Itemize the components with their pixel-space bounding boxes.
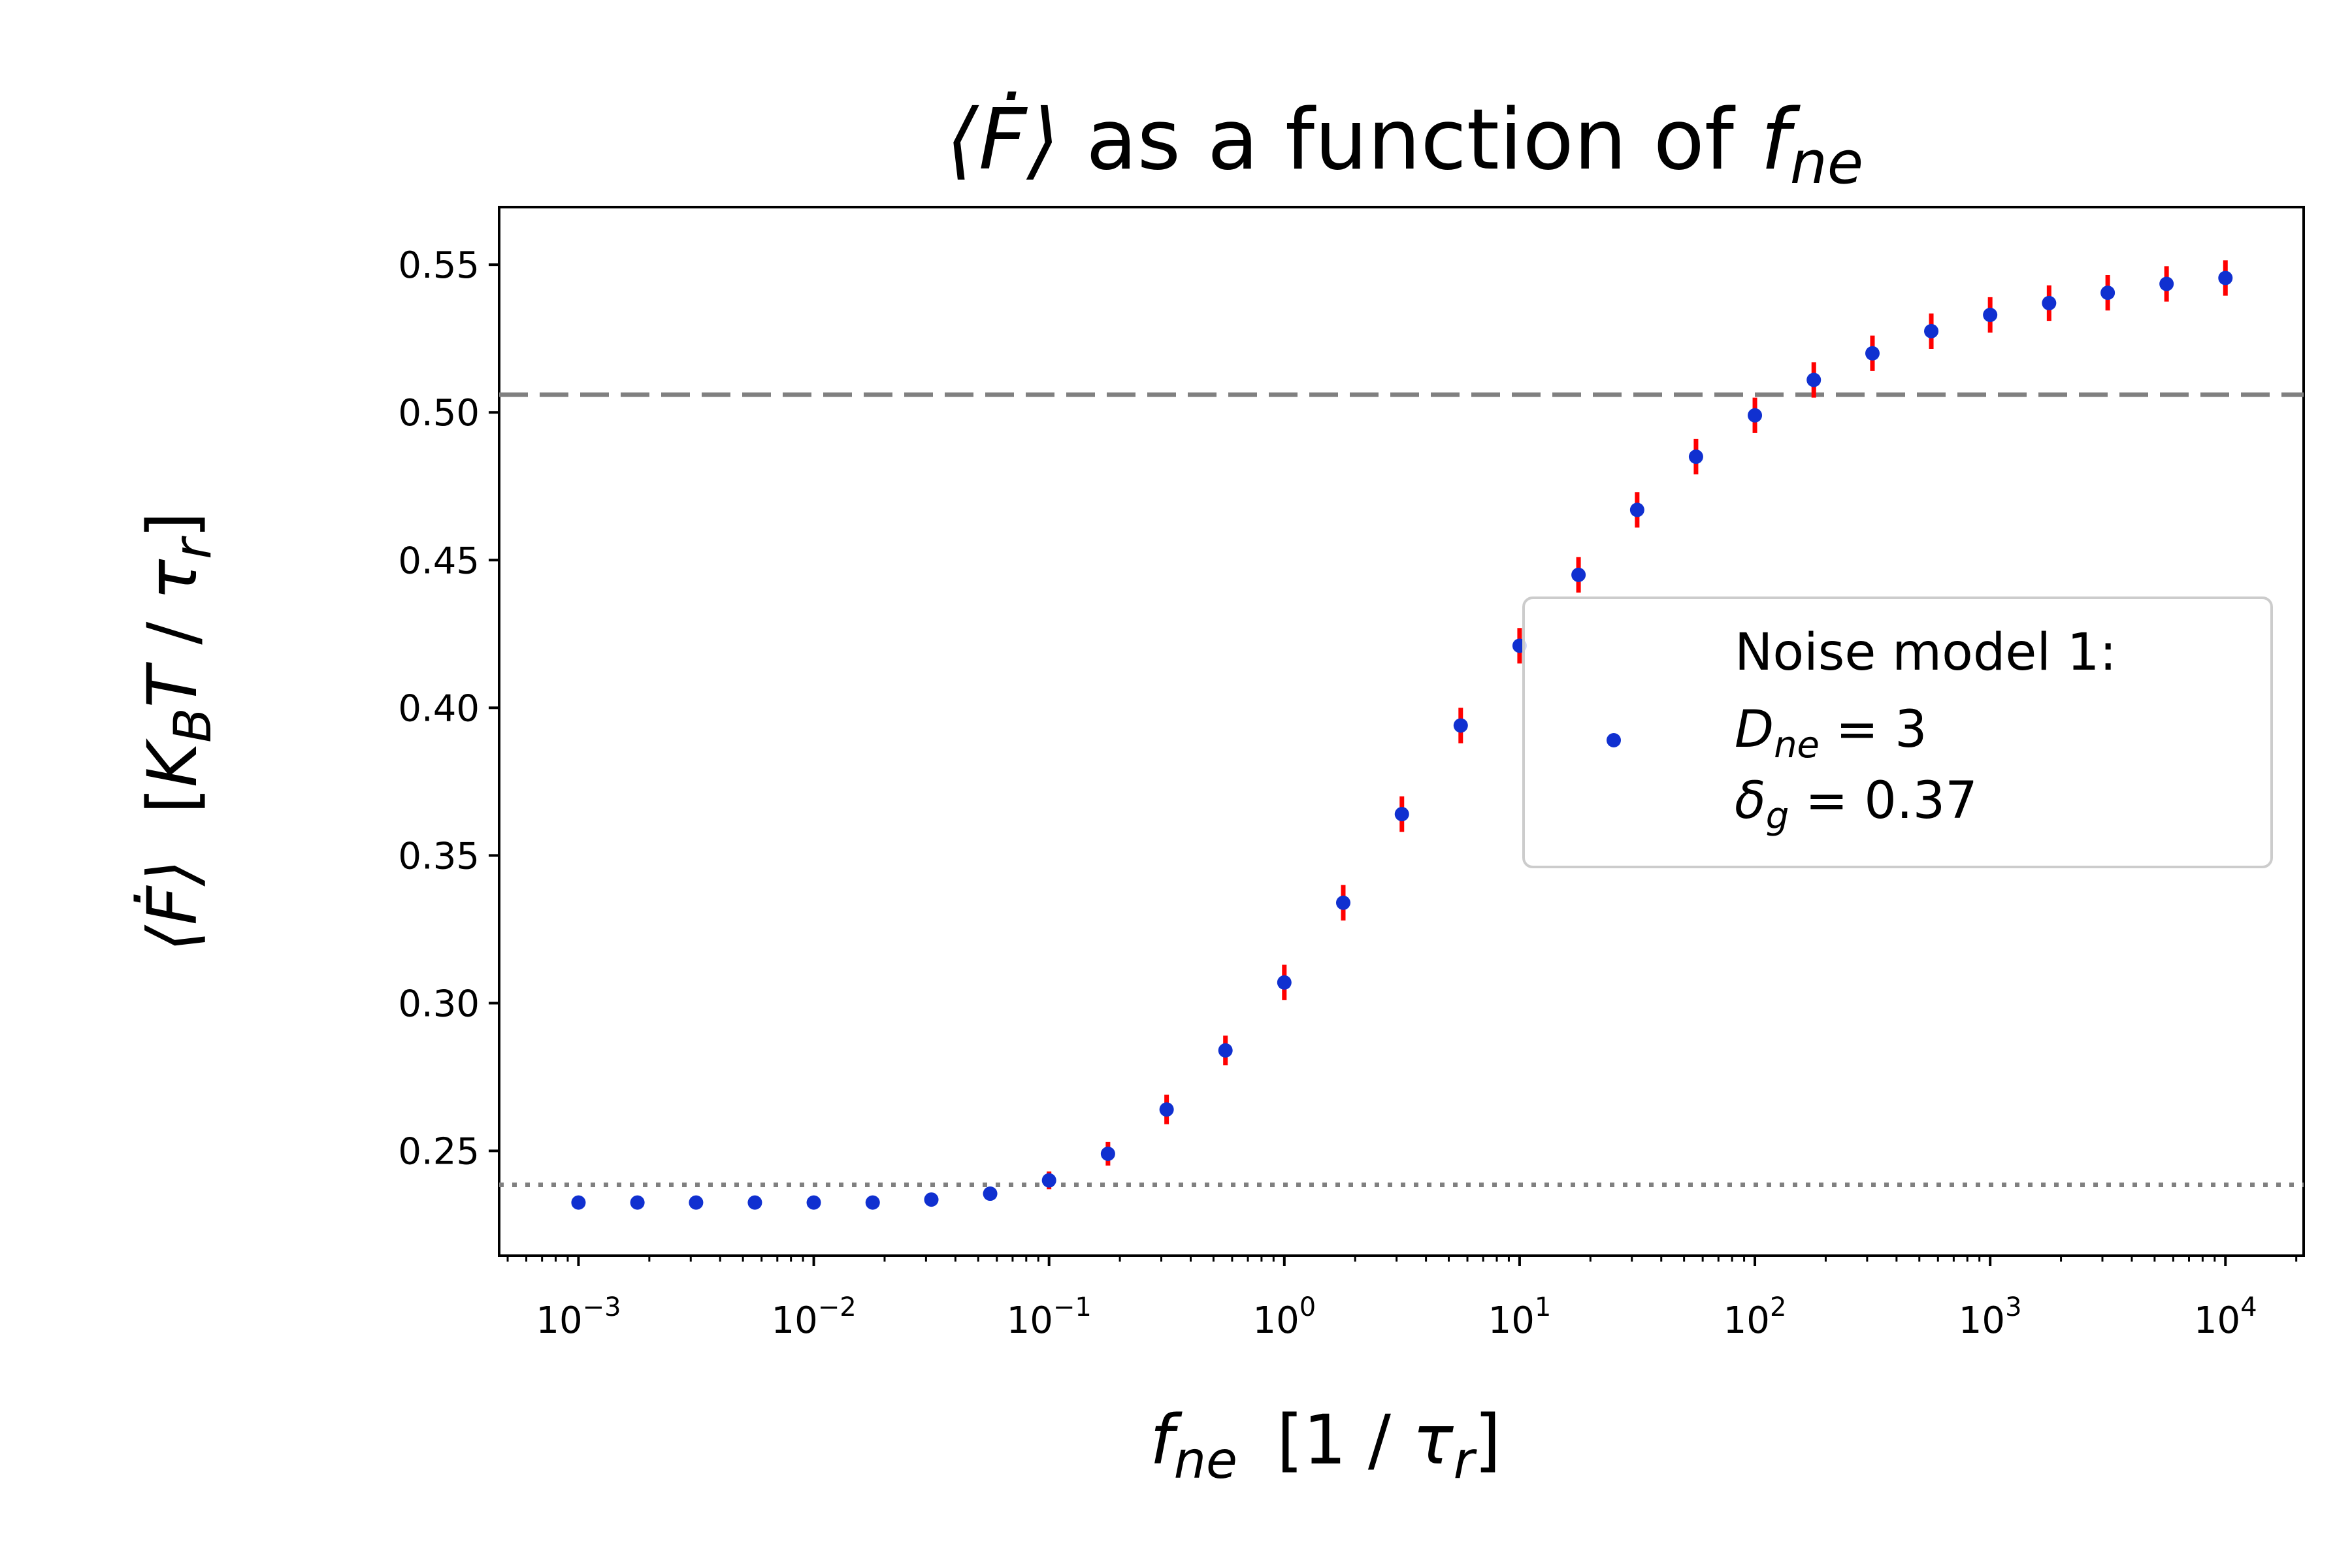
x-tick-label: 100 [1252, 1292, 1316, 1342]
y-tick-label: 0.55 [398, 244, 480, 287]
x-tick-label: 102 [1723, 1292, 1787, 1342]
legend-line-1: Noise model 1: [1735, 623, 2117, 682]
x-tick-label: 10−2 [771, 1292, 856, 1342]
data-point [1865, 346, 1880, 361]
y-tick-label: 0.50 [398, 392, 480, 434]
legend: Noise model 1: Dne = 3 δg = 0.37 [1522, 596, 2273, 868]
data-point [806, 1195, 821, 1210]
y-tick-label: 0.40 [398, 687, 480, 730]
data-point [1748, 408, 1763, 423]
y-axis-ticks: 0.25 0.30 0.35 0.40 0.45 0.50 0.55 [398, 244, 499, 1173]
y-tick-label: 0.35 [398, 835, 480, 877]
x-tick-label: 103 [1959, 1292, 2022, 1342]
data-point [924, 1192, 939, 1207]
x-tick-label: 10−3 [536, 1292, 621, 1342]
x-tick-label: 10−1 [1007, 1292, 1092, 1342]
title-mid: as a function of [1086, 91, 1736, 189]
x-axis-label: fne [1 / τr] [1150, 1400, 1501, 1490]
data-point [1041, 1173, 1056, 1188]
data-point [2218, 270, 2233, 286]
data-point [747, 1195, 762, 1210]
legend-line-2: Dne = 3 [1735, 700, 1927, 766]
data-point [1983, 308, 1998, 323]
data-point [1629, 502, 1644, 517]
plot-area [498, 206, 2305, 1257]
title-lhs: ⟨Ḟ⟩ [946, 91, 1060, 189]
legend-marker [1607, 733, 1621, 747]
legend-line-3: δg = 0.37 [1735, 772, 1978, 838]
data-point [1394, 807, 1409, 822]
x-axis-ticks: 10−3 10−2 10−1 100 101 102 103 104 [506, 1256, 2298, 1342]
title-subscript: ne [1790, 129, 1863, 197]
data-point [2042, 295, 2057, 310]
data-point [1159, 1102, 1174, 1117]
data-point [630, 1195, 645, 1210]
data-point [1100, 1147, 1115, 1162]
data-point [1688, 449, 1703, 465]
legend-box [1522, 596, 2273, 868]
y-axis-label: ⟨Ḟ⟩[KBT / τr] [133, 512, 223, 951]
data-point [571, 1195, 586, 1210]
y-tick-label: 0.45 [398, 540, 480, 582]
data-point [1335, 895, 1350, 910]
data-point [689, 1195, 704, 1210]
data-point [1924, 323, 1939, 338]
x-tick-label: 101 [1488, 1292, 1552, 1342]
y-tick-label: 0.30 [398, 983, 480, 1025]
data-point [1218, 1043, 1233, 1058]
chart-title: ⟨Ḟ⟩ as a function of fne [946, 91, 1863, 197]
data-point [1453, 718, 1468, 733]
x-tick-label: 104 [2194, 1292, 2257, 1342]
data-point [983, 1186, 998, 1201]
data-point [2100, 286, 2115, 301]
data-point [1806, 372, 1821, 387]
data-point [1277, 975, 1292, 990]
data-point [2159, 276, 2174, 291]
data-point [1571, 567, 1586, 582]
data-point [865, 1195, 880, 1210]
data-points [571, 270, 2233, 1210]
y-tick-label: 0.25 [398, 1131, 480, 1173]
